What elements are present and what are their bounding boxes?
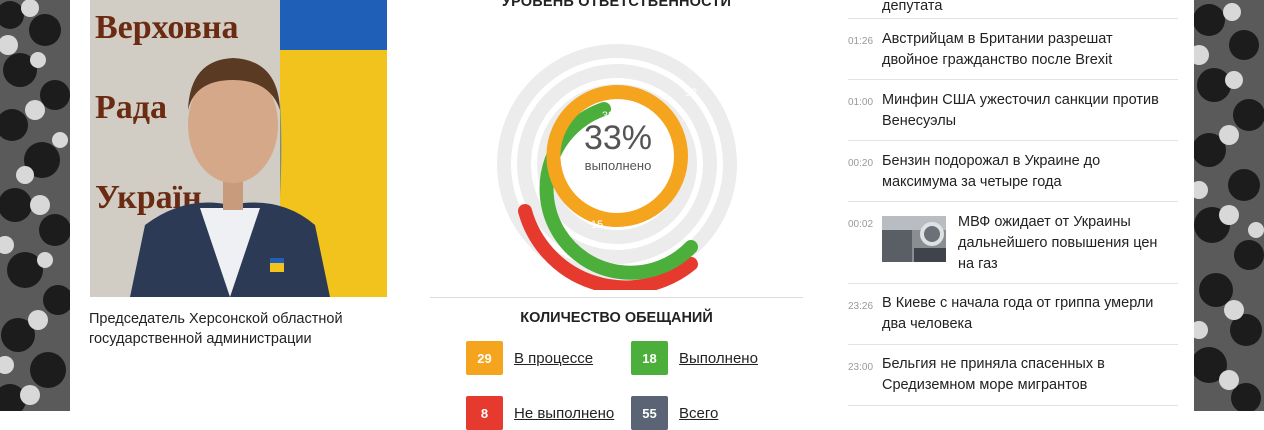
news-time: 01:00 [848,97,874,108]
percent-done-value: 33% [583,119,653,157]
ring-label-done: 33 [602,110,614,122]
page-content: Верховна Рада Україн Председатель Херсон… [70,0,1194,430]
stat-not-done[interactable]: 8 Не выполнено [466,396,614,430]
news-item[interactable]: 00:02 МВФ ожидает от Украины дальнейшего… [848,202,1178,284]
ring-label-in-progress: 52 [685,87,697,99]
photo-text-1: Верховна [95,9,239,46]
news-time: 00:02 [848,219,874,230]
news-item[interactable]: 01:26 Австрийцам в Британии разрешат дво… [848,19,1178,80]
stat-in-progress[interactable]: 29 В процессе [466,341,593,375]
promises-title: КОЛИЧЕСТВО ОБЕЩАНИЙ [520,310,713,326]
news-thumbnail[interactable] [882,216,946,262]
portrait-caption: Председатель Херсонской областной госуда… [89,311,343,347]
stat-in-progress-count: 29 [466,341,503,375]
stat-not-done-link[interactable]: Не выполнено [514,404,615,422]
stat-total[interactable]: 55 Всего [631,396,718,430]
news-item[interactable]: 00:20 Бензин подорожал в Украине до макс… [848,141,1178,202]
ring-in-progress [546,85,688,228]
news-item[interactable]: 01:00 Минфин США ужесточил санкции проти… [848,80,1178,141]
ring-done [539,102,698,280]
background-crowd-left [0,0,70,411]
news-item[interactable]: 23:26 В Киеве с начала года от гриппа ум… [848,284,1178,345]
news-item[interactable]: депутата [848,0,1178,19]
news-time: 01:26 [848,36,874,47]
news-headline[interactable]: Австрийцам в Британии разрешат двойное г… [882,31,1113,68]
news-headline[interactable]: депутата [882,0,943,14]
responsibility-donut: 52 33 15 [497,44,737,290]
stat-total-count: 55 [631,396,668,430]
photo-text-2: Рада [95,89,167,126]
ring-label-not-done: 15 [591,219,603,231]
stat-in-progress-link[interactable]: В процессе [514,349,594,367]
news-headline[interactable]: Минфин США ужесточил санкции против Вене… [882,92,1159,129]
stat-done-link[interactable]: Выполнено [679,349,758,367]
news-time: 23:26 [848,301,874,312]
news-headline[interactable]: Бензин подорожал в Украине до максимума … [882,153,1101,190]
stat-done-count: 18 [631,341,668,375]
news-time: 00:20 [848,158,874,169]
news-headline[interactable]: Бельгия не приняла спасенных в Средиземн… [882,356,1105,393]
percent-done-label: выполнено [584,158,652,173]
section-divider [430,297,803,298]
stat-total-link[interactable]: Всего [679,404,719,422]
news-time: 23:00 [848,362,874,373]
official-portrait-photo: Верховна Рада Україн [90,0,387,297]
background-crowd-right [1194,0,1264,411]
news-item[interactable]: 23:00 Бельгия не приняла спасенных в Сре… [848,345,1178,406]
responsibility-title: УРОВЕНЬ ОТВЕТСТВЕННОСТИ [501,0,732,10]
news-headline[interactable]: МВФ ожидает от Украины дальнейшего повыш… [958,214,1158,272]
stat-not-done-count: 8 [466,396,503,430]
stat-done[interactable]: 18 Выполнено [631,341,758,375]
ring-not-done [518,204,698,290]
news-headline[interactable]: В Киеве с начала года от гриппа умерли д… [882,295,1154,332]
